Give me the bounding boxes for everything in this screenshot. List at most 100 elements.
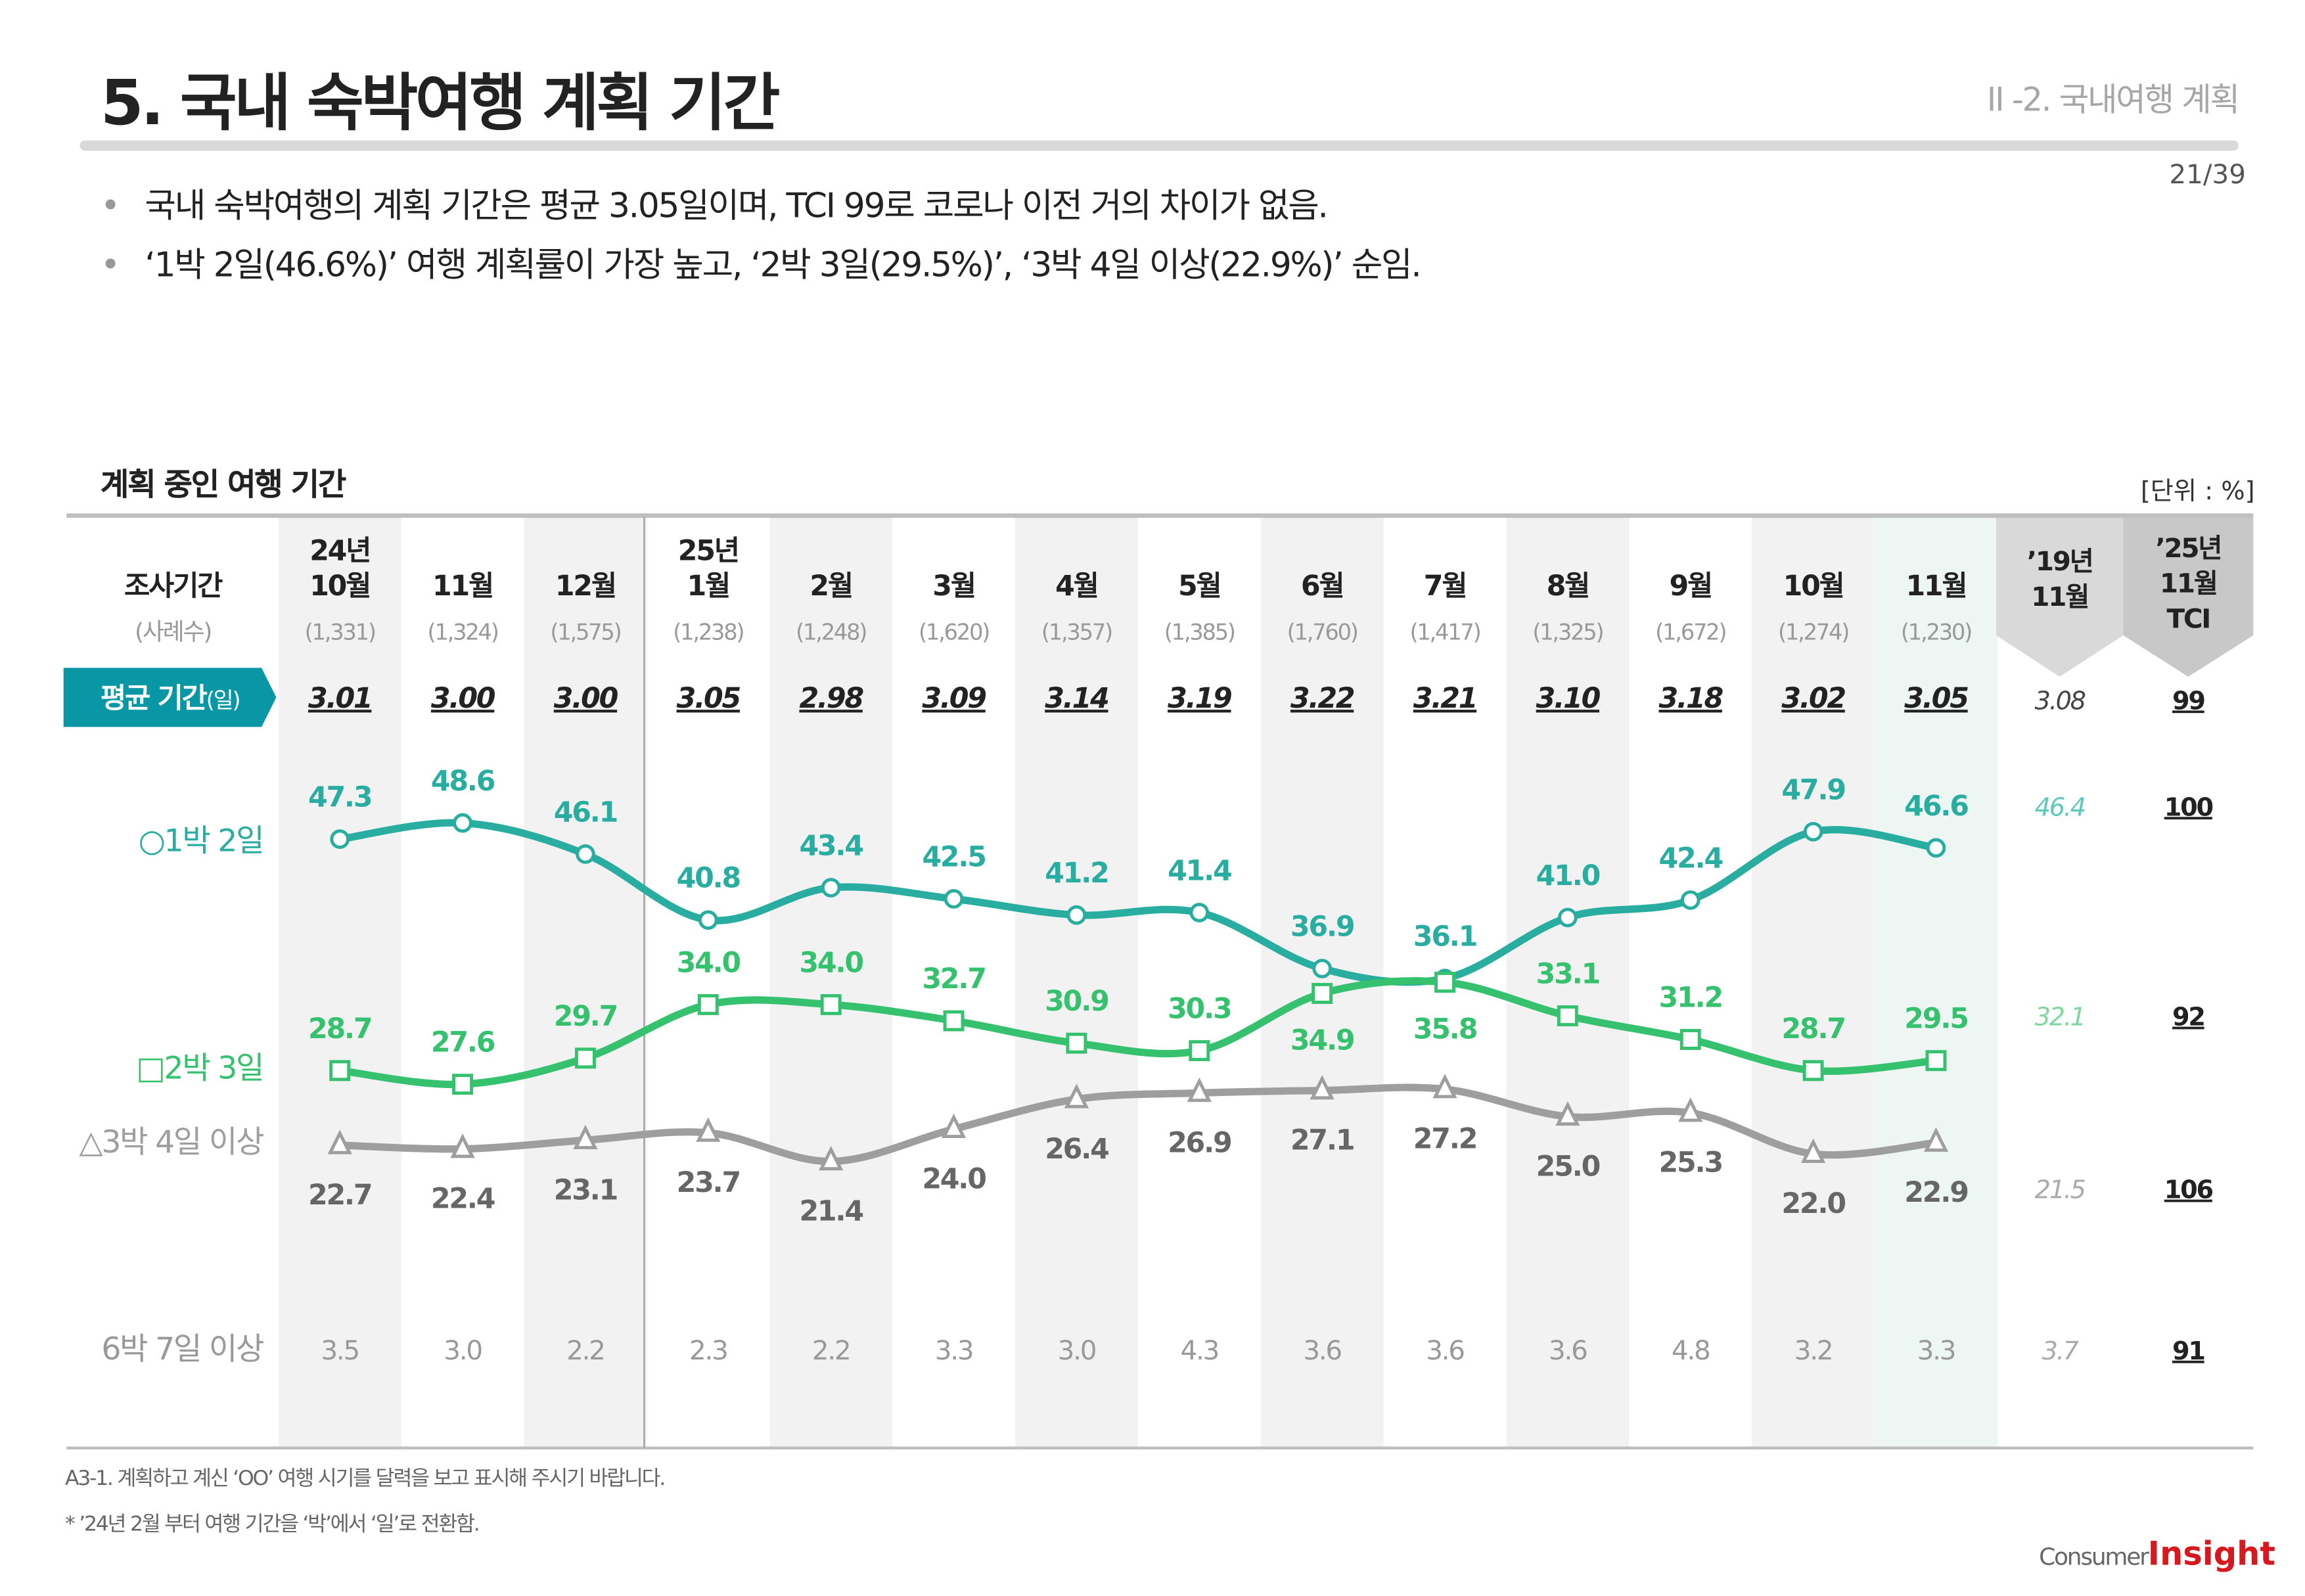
circle-marker	[1558, 907, 1578, 928]
sample-label: (사례수)	[135, 619, 211, 646]
data-label: 47.9	[1781, 773, 1844, 806]
data-label: 34.0	[677, 946, 741, 979]
page-number: 21/39	[2169, 159, 2247, 191]
avg-days-value: 3.21	[1413, 682, 1476, 715]
avg-days-value: 3.09	[922, 682, 986, 715]
consumer-insight-logo: ConsumerInsight	[2039, 1537, 2275, 1574]
data-label: 42.4	[1659, 842, 1723, 875]
data-label: 32.7	[922, 963, 985, 995]
circle-marker	[453, 813, 472, 833]
data-label: 30.3	[1168, 993, 1231, 1026]
triangle-marker	[1187, 1077, 1212, 1103]
column-sample-size: (1,230)	[1901, 620, 1971, 645]
comparison-2019-header	[1996, 517, 2124, 677]
logo-text: Consumer	[2039, 1542, 2149, 1571]
triangle-marker	[1678, 1097, 1703, 1122]
column-sample-size: (1,672)	[1655, 620, 1725, 645]
data-label: 2.2	[812, 1334, 850, 1366]
data-label: 22.7	[308, 1179, 371, 1212]
data-label: 29.7	[554, 1000, 617, 1033]
avg-days-value: 3.10	[1536, 682, 1601, 715]
data-label: 43.4	[799, 830, 863, 863]
data-label: 23.7	[677, 1166, 740, 1199]
footnote-question: A3-1. 계획하고 계신 ‘OO’ 여행 시기를 달력을 보고 표시해 주시기…	[64, 1467, 666, 1491]
column-shade	[1875, 517, 1998, 1448]
column-month: 10월	[309, 570, 370, 603]
data-label: 26.4	[1045, 1133, 1108, 1166]
series-line-1	[336, 977, 1940, 1089]
circle-marker	[1312, 959, 1332, 978]
comparison-tci-value: 91	[2172, 1337, 2204, 1366]
column-month: 10월	[1783, 570, 1844, 603]
data-label: 22.9	[1904, 1176, 1967, 1209]
comparison-tci-value: 106	[2164, 1176, 2213, 1205]
avg-days-value: 3.00	[431, 682, 495, 715]
series-label-3: 6박 7일 이상	[101, 1331, 263, 1367]
column-sample-size: (1,760)	[1287, 620, 1358, 645]
column-shade	[769, 517, 893, 1448]
comparison-tci-header	[2123, 517, 2254, 677]
column-shade	[278, 517, 401, 1448]
avg-days-value: 3.02	[1781, 682, 1845, 715]
series-line-2	[336, 1083, 1940, 1166]
data-label: 41.4	[1168, 854, 1231, 887]
data-label: 30.9	[1045, 985, 1108, 1018]
data-label: 22.4	[431, 1183, 495, 1216]
circle-marker	[576, 844, 595, 864]
unit-label: [단위 : %]	[2140, 477, 2255, 507]
data-label: 42.5	[922, 841, 985, 874]
comparison-tci-label: TCI	[2167, 603, 2210, 635]
square-marker	[943, 1010, 965, 1032]
column-month: 5월	[1178, 570, 1221, 603]
comparison-2019-year: ’19년	[2027, 545, 2093, 577]
column-shade	[1015, 517, 1138, 1448]
comparison-2019-value: 21.5	[2035, 1176, 2086, 1205]
data-label: 23.1	[554, 1174, 617, 1206]
square-marker	[329, 1060, 351, 1082]
triangle-marker	[1555, 1101, 1580, 1126]
bullet-item: • ‘1박 2일(46.6%)’ 여행 계획률이 가장 높고, ‘2박 3일(29…	[100, 246, 1422, 285]
column-month: 7월	[1424, 570, 1467, 603]
data-label: 3.0	[444, 1334, 482, 1366]
column-month: 4월	[1055, 570, 1098, 603]
avg-badge	[63, 668, 277, 727]
comparison-2019-value: 3.7	[2042, 1337, 2079, 1366]
avg-days-value: 2.98	[799, 682, 863, 715]
data-label: 22.0	[1781, 1187, 1845, 1220]
column-shade	[1752, 517, 1875, 1448]
column-sample-size: (1,238)	[673, 620, 743, 645]
square-marker	[697, 993, 719, 1015]
square-marker	[452, 1074, 474, 1095]
column-sample-size: (1,620)	[919, 620, 989, 645]
column-month: 8월	[1547, 570, 1589, 603]
logo-text: Insight	[2147, 1536, 2275, 1574]
data-label: 34.0	[799, 946, 863, 979]
avg-label: 평균 기간(일)	[101, 682, 240, 715]
data-label: 3.6	[1303, 1334, 1341, 1366]
column-sample-size: (1,385)	[1164, 620, 1235, 645]
column-sample-size: (1,357)	[1041, 620, 1112, 645]
column-shade	[524, 517, 647, 1448]
column-year: 24년	[309, 534, 370, 567]
data-label: 35.8	[1413, 1013, 1477, 1045]
data-label: 48.6	[431, 765, 495, 798]
column-sample-size: (1,274)	[1778, 620, 1848, 645]
column-sample-size: (1,324)	[428, 620, 498, 645]
section-breadcrumb: II -2. 국내여행 계획	[1986, 82, 2240, 120]
column-month: 3월	[932, 570, 975, 603]
column-shade	[1506, 517, 1630, 1448]
data-label: 46.6	[1904, 790, 1968, 823]
avg-days-value: 3.05	[677, 682, 741, 715]
data-label: 46.1	[554, 796, 617, 829]
column-year: 25년	[678, 534, 739, 567]
data-label: 2.2	[566, 1334, 605, 1366]
column-month: 9월	[1669, 570, 1712, 603]
data-label: 25.0	[1536, 1150, 1600, 1183]
column-month: 2월	[810, 570, 852, 603]
data-label: 26.9	[1168, 1126, 1231, 1159]
comparison-2019-month: 11월	[2031, 581, 2088, 612]
circle-marker	[1680, 890, 1700, 910]
data-label: 4.3	[1180, 1334, 1218, 1366]
period-label: 조사기간	[124, 570, 223, 603]
